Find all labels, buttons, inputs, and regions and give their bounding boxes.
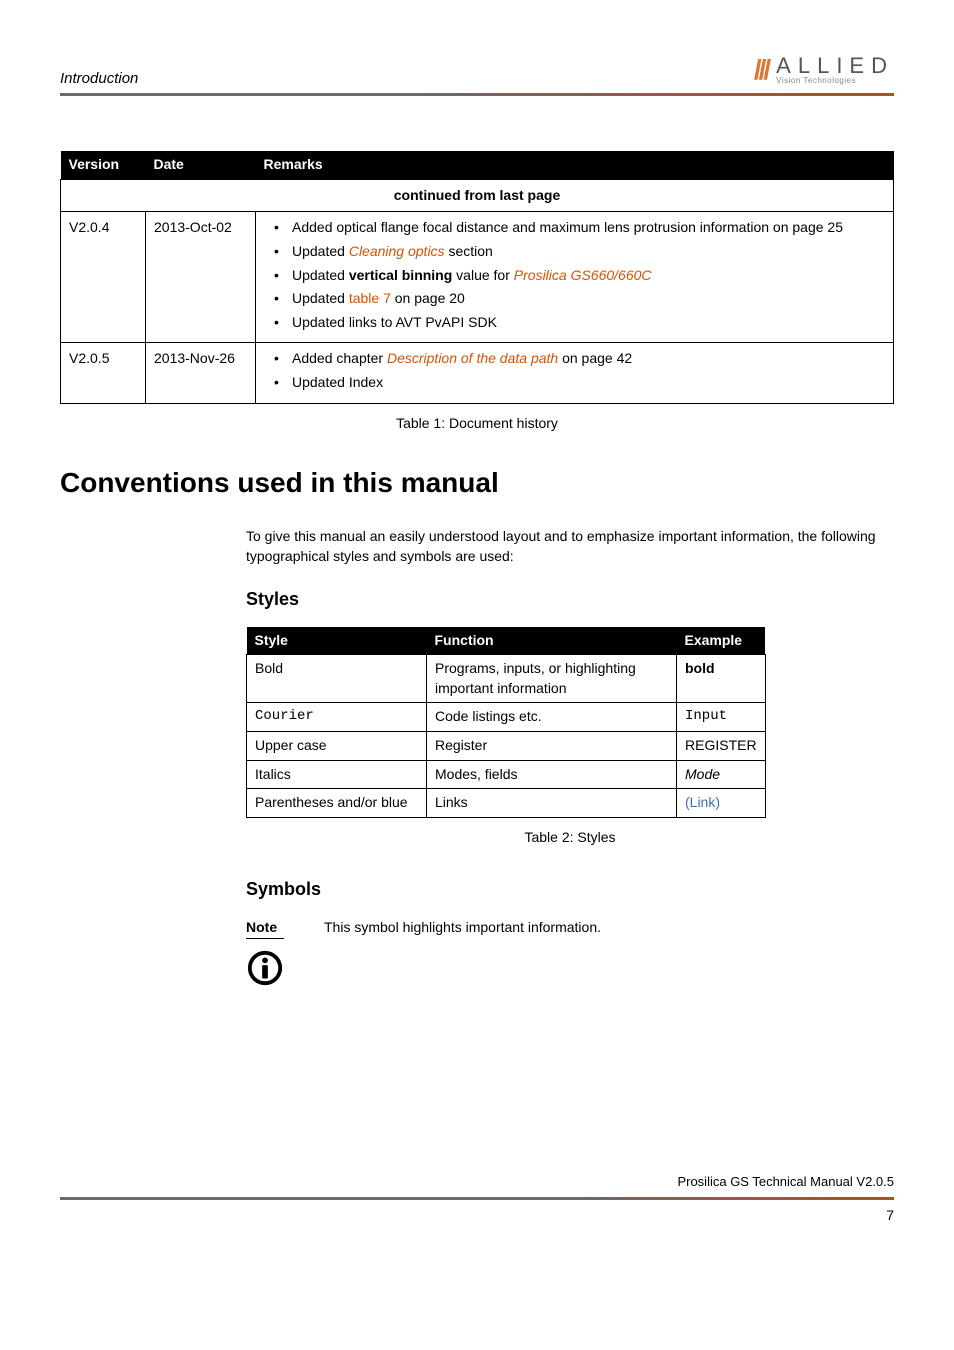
- cell-example: REGISTER: [677, 732, 766, 761]
- table-row: BoldPrograms, inputs, or highlighting im…: [247, 655, 766, 703]
- remark-item: Updated vertical binning value for Prosi…: [264, 266, 885, 286]
- cell-function: Code listings etc.: [427, 703, 677, 732]
- table-row: V2.0.4 2013-Oct-02 Added optical flange …: [61, 212, 894, 343]
- cell-style: Parentheses and/or blue: [247, 789, 427, 818]
- cell-example: bold: [677, 655, 766, 703]
- table-row: CourierCode listings etc.Input: [247, 703, 766, 732]
- cell-style: Italics: [247, 760, 427, 789]
- remark-item: Added chapter Description of the data pa…: [264, 349, 885, 369]
- document-history-table: Version Date Remarks continued from last…: [60, 151, 894, 403]
- table-row: Parentheses and/or blueLinks(Link): [247, 789, 766, 818]
- styles-table: Style Function Example BoldPrograms, inp…: [246, 627, 766, 818]
- page-footer: Prosilica GS Technical Manual V2.0.5 7: [60, 1173, 894, 1226]
- section-breadcrumb: Introduction: [60, 68, 138, 89]
- cell-function: Links: [427, 789, 677, 818]
- conventions-heading: Conventions used in this manual: [60, 463, 894, 502]
- brand-logo: /// ALLIED Vision Technologies: [754, 50, 894, 89]
- col-example: Example: [677, 627, 766, 655]
- cell-version: V2.0.5: [61, 343, 146, 403]
- footer-rule: [60, 1197, 894, 1200]
- cell-style: Bold: [247, 655, 427, 703]
- cell-version: V2.0.4: [61, 212, 146, 343]
- remark-item: Added optical flange focal distance and …: [264, 218, 885, 238]
- symbols-heading: Symbols: [246, 877, 894, 902]
- continued-label: continued from last page: [61, 179, 894, 212]
- cell-example: Input: [677, 703, 766, 732]
- cell-example: Mode: [677, 760, 766, 789]
- doc-link[interactable]: Cleaning optics: [349, 243, 445, 259]
- cell-function: Modes, fields: [427, 760, 677, 789]
- col-function: Function: [427, 627, 677, 655]
- continued-row: continued from last page: [61, 179, 894, 212]
- doc-link[interactable]: table 7: [349, 290, 391, 306]
- table-row: Upper caseRegisterREGISTER: [247, 732, 766, 761]
- col-version: Version: [61, 151, 146, 179]
- remark-item: Updated table 7 on page 20: [264, 289, 885, 309]
- note-text: This symbol highlights important informa…: [324, 918, 601, 938]
- col-remarks: Remarks: [256, 151, 894, 179]
- conventions-intro: To give this manual an easily understood…: [246, 527, 894, 566]
- col-date: Date: [146, 151, 256, 179]
- table-header-row: Style Function Example: [247, 627, 766, 655]
- footer-text: Prosilica GS Technical Manual V2.0.5: [60, 1173, 894, 1191]
- cell-remarks: Added chapter Description of the data pa…: [256, 343, 894, 403]
- remark-item: Updated Index: [264, 373, 885, 393]
- table-header-row: Version Date Remarks: [61, 151, 894, 179]
- table-row: ItalicsModes, fieldsMode: [247, 760, 766, 789]
- cell-date: 2013-Oct-02: [146, 212, 256, 343]
- info-icon: [246, 949, 284, 987]
- header-rule: [60, 93, 894, 96]
- cell-style: Upper case: [247, 732, 427, 761]
- cell-style: Courier: [247, 703, 427, 732]
- logo-main-text: ALLIED: [776, 55, 894, 77]
- cell-function: Register: [427, 732, 677, 761]
- cell-function: Programs, inputs, or highlighting import…: [427, 655, 677, 703]
- note-label: Note: [246, 918, 284, 940]
- logo-sub-text: Vision Technologies: [776, 77, 894, 85]
- page-number: 7: [60, 1206, 894, 1226]
- cell-example: (Link): [677, 789, 766, 818]
- remark-item: Updated links to AVT PvAPI SDK: [264, 313, 885, 333]
- page-header: Introduction /// ALLIED Vision Technolog…: [60, 50, 894, 89]
- doc-link[interactable]: Description of the data path: [387, 350, 558, 366]
- cell-date: 2013-Nov-26: [146, 343, 256, 403]
- cell-remarks: Added optical flange focal distance and …: [256, 212, 894, 343]
- table1-caption: Table 1: Document history: [60, 414, 894, 434]
- col-style: Style: [247, 627, 427, 655]
- doc-link[interactable]: Prosilica GS660/660C: [514, 267, 652, 283]
- styles-heading: Styles: [246, 587, 894, 612]
- table-row: V2.0.5 2013-Nov-26 Added chapter Descrip…: [61, 343, 894, 403]
- remark-item: Updated Cleaning optics section: [264, 242, 885, 262]
- table2-caption: Table 2: Styles: [246, 828, 894, 848]
- logo-slashes-icon: ///: [754, 50, 768, 89]
